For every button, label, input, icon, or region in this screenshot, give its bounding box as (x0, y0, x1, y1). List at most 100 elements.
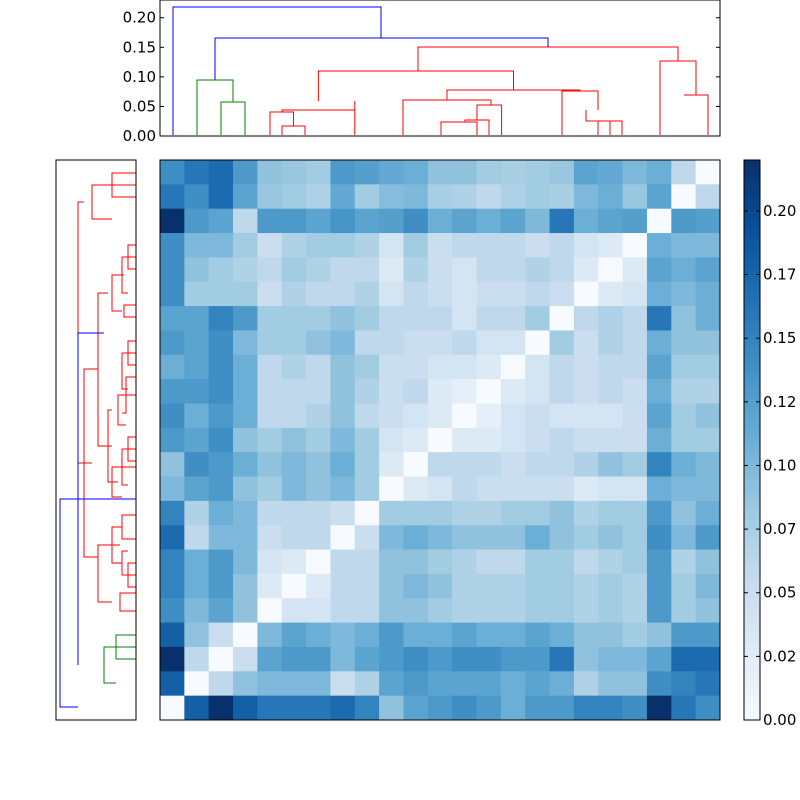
heatmap-cell (646, 500, 672, 526)
heatmap-cell (500, 160, 526, 185)
heatmap-cell (500, 646, 526, 672)
heatmap-cell (622, 427, 648, 453)
heatmap-cell (306, 476, 331, 502)
colorbar-tick-label: 0.12 (763, 393, 796, 411)
heatmap-cell (549, 281, 575, 307)
colorbar-swatch (744, 585, 760, 591)
heatmap-cell (695, 354, 721, 380)
heatmap-cell (208, 573, 234, 599)
colorbar-swatch (744, 165, 760, 171)
heatmap-cell (184, 233, 210, 258)
heatmap-cell (525, 354, 550, 380)
heatmap-cell (160, 598, 185, 624)
heatmap-cell (500, 257, 526, 283)
heatmap-cell (646, 379, 672, 404)
heatmap-cell (598, 671, 624, 697)
heatmap-cell (306, 525, 331, 550)
heatmap-cell (330, 476, 356, 502)
heatmap-cell (573, 208, 599, 234)
colorbar-swatch (744, 455, 760, 461)
heatmap-cell (281, 184, 307, 210)
heatmap-cell (208, 306, 234, 331)
colorbar-swatch (744, 530, 760, 536)
left-dendrogram-link (111, 274, 124, 312)
heatmap-cell (184, 598, 210, 624)
colorbar-swatch (744, 630, 760, 636)
heatmap-cell (233, 427, 258, 453)
top-dendrogram-frame (159, 0, 721, 137)
colorbar-swatch (744, 365, 760, 371)
heatmap-cell (306, 646, 331, 672)
colorbar-swatch (744, 245, 760, 251)
heatmap-cell (427, 500, 453, 526)
heatmap-cell (354, 379, 380, 404)
heatmap-cell (354, 257, 380, 283)
colorbar-swatch (744, 305, 760, 311)
heatmap-cell (379, 646, 404, 672)
heatmap-cell (622, 452, 648, 477)
heatmap-cell (452, 306, 477, 331)
heatmap-cell (257, 160, 283, 185)
heatmap-cell (379, 184, 404, 210)
heatmap-cell (257, 695, 283, 721)
heatmap-cell (525, 233, 550, 258)
heatmap-cell (549, 598, 575, 624)
heatmap-cell (549, 160, 575, 185)
heatmap-cell (257, 184, 283, 210)
heatmap-cell (622, 646, 648, 672)
heatmap-cell (233, 306, 258, 331)
heatmap-cell (476, 452, 502, 477)
heatmap-cell (330, 330, 356, 356)
colorbar-swatch (744, 385, 760, 391)
heatmap-cell (671, 573, 697, 599)
heatmap-cell (695, 403, 721, 429)
heatmap-cell (208, 427, 234, 453)
heatmap-cell (695, 671, 721, 697)
heatmap-cell (379, 354, 404, 380)
heatmap-cell (500, 306, 526, 331)
heatmap-cell (403, 427, 429, 453)
heatmap-cell (646, 427, 672, 453)
heatmap-cell (622, 306, 648, 331)
colorbar-swatch (744, 275, 760, 281)
heatmap-cell (306, 281, 331, 307)
colorbar-swatch (744, 430, 760, 436)
colorbar-swatch (744, 380, 760, 386)
heatmap-cell (281, 525, 307, 550)
heatmap-cell (622, 160, 648, 185)
heatmap-cell (330, 622, 356, 648)
colorbar-swatch (744, 445, 760, 451)
colorbar-swatch (744, 375, 760, 381)
heatmap-cell (427, 379, 453, 404)
colorbar-swatch (744, 575, 760, 581)
colorbar-swatch (744, 285, 760, 291)
colorbar-swatch (744, 620, 760, 626)
colorbar-swatch (744, 580, 760, 586)
top-dendrogram-link (281, 125, 306, 135)
heatmap-cell (281, 500, 307, 526)
heatmap-cell (354, 671, 380, 697)
heatmap-cell (500, 695, 526, 721)
heatmap-cell (281, 427, 307, 453)
heatmap-cell (573, 403, 599, 429)
heatmap-cell (184, 427, 210, 453)
heatmap-cell (646, 671, 672, 697)
heatmap-cell (549, 306, 575, 331)
heatmap-cell (476, 695, 502, 721)
heatmap-cell (573, 233, 599, 258)
heatmap-cell (354, 354, 380, 380)
colorbar-swatch (744, 705, 760, 711)
heatmap-cell (573, 598, 599, 624)
heatmap-cell (379, 525, 404, 550)
heatmap-cell (379, 549, 404, 575)
heatmap-cell (452, 160, 477, 185)
colorbar-swatch (744, 190, 760, 196)
heatmap-cell (671, 281, 697, 307)
colorbar-swatch (744, 330, 760, 336)
heatmap-cell (184, 476, 210, 502)
heatmap-cell (379, 427, 404, 453)
heatmap-cell (622, 208, 648, 234)
heatmap-cell (257, 622, 283, 648)
heatmap-cell (160, 476, 185, 502)
heatmap-cell (257, 452, 283, 477)
